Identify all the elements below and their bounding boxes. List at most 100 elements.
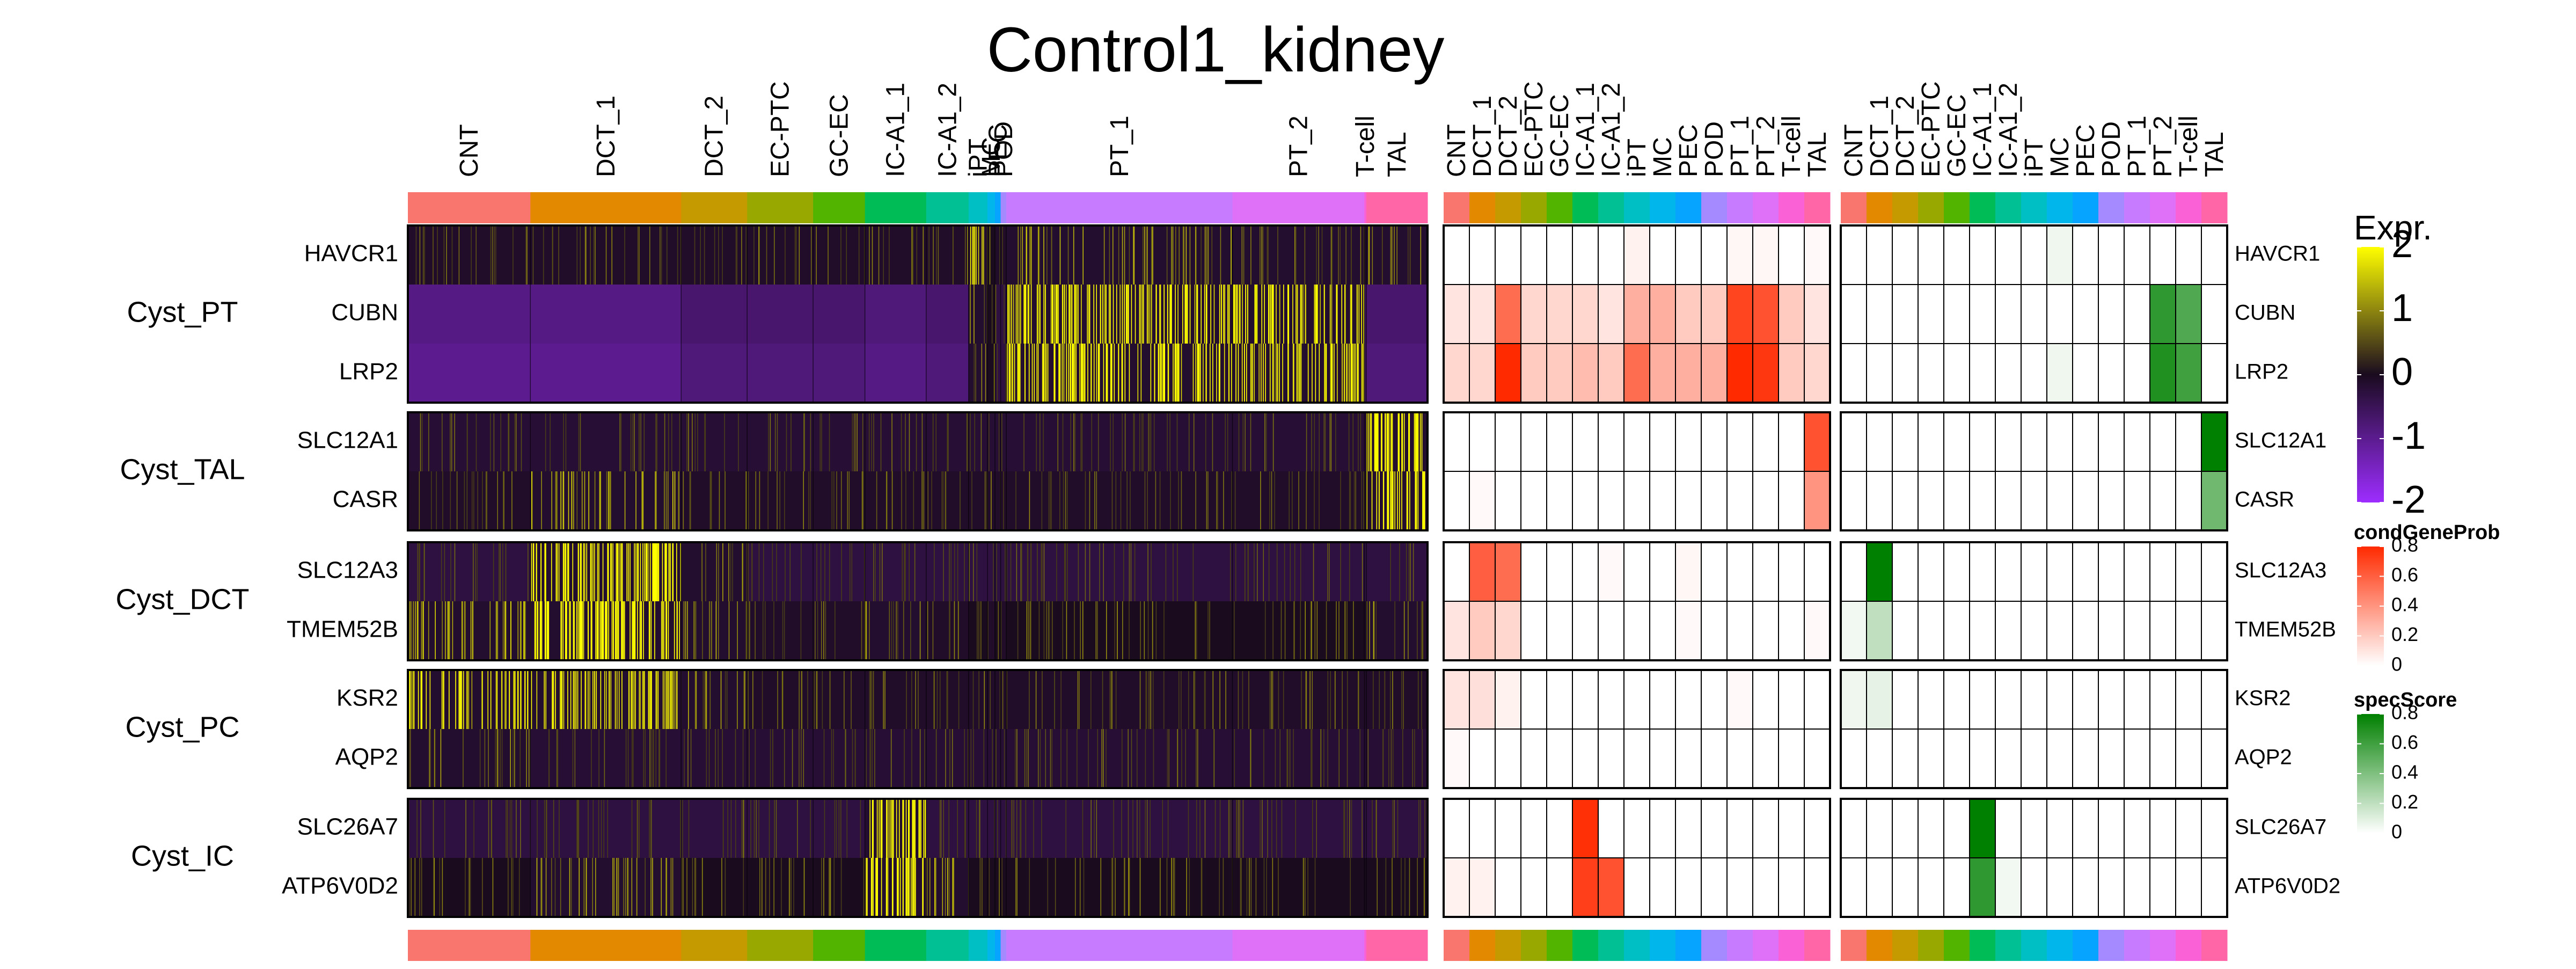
gene-label-right: KSR2 xyxy=(2235,687,2291,710)
expr-stripe xyxy=(765,858,766,917)
expr-stripe xyxy=(1188,799,1189,858)
expr-stripe xyxy=(609,471,611,530)
gene-label-left: TMEM52B xyxy=(287,616,398,643)
expr-stripe xyxy=(535,601,537,660)
expr-stripe xyxy=(625,858,626,917)
expr-stripe xyxy=(1177,344,1178,403)
expr-stripe xyxy=(1272,285,1274,344)
expr-stripe xyxy=(1279,729,1281,788)
expr-stripe xyxy=(550,412,551,471)
expr-stripe xyxy=(1159,285,1160,344)
expr-stripe xyxy=(543,225,544,285)
expr-stripe xyxy=(463,729,464,788)
expr-stripe xyxy=(1330,670,1331,729)
expr-stripe xyxy=(1307,858,1308,917)
expr-stripe xyxy=(450,542,451,601)
expr-stripe xyxy=(1292,285,1293,344)
expr-stripe xyxy=(1370,412,1371,471)
expr-stripe xyxy=(528,729,530,788)
expr-stripe xyxy=(904,542,905,601)
expr-stripe xyxy=(616,858,617,917)
expr-stripe xyxy=(1043,542,1045,601)
expr-stripe xyxy=(680,542,682,601)
expr-stripe xyxy=(709,471,711,530)
expr-stripe xyxy=(1312,670,1313,729)
expr-stripe xyxy=(1250,858,1252,917)
expr-stripe xyxy=(1113,799,1114,858)
legend-title: specScore xyxy=(2354,689,2457,711)
celltype-annotation-top xyxy=(1892,192,1919,223)
expr-stripe xyxy=(1024,729,1026,788)
expr-stripe xyxy=(563,542,565,601)
expr-stripe xyxy=(972,542,974,601)
score-tile xyxy=(1520,284,1547,344)
score-tile xyxy=(2021,542,2047,602)
score-tile xyxy=(1995,471,2022,531)
expr-stripe xyxy=(1028,670,1030,729)
expr-stripe xyxy=(1230,799,1232,858)
expr-cell xyxy=(865,471,927,530)
expr-stripe xyxy=(637,799,638,858)
expr-stripe xyxy=(700,225,701,285)
expr-stripe xyxy=(672,471,674,530)
score-tile xyxy=(1866,798,1893,858)
expr-stripe xyxy=(628,670,630,729)
expr-stripe xyxy=(591,729,592,788)
expr-stripe xyxy=(639,412,640,471)
expr-stripe xyxy=(694,858,696,917)
expr-stripe xyxy=(1045,344,1046,403)
celltype-annotation-top xyxy=(1701,192,1728,223)
expr-stripe xyxy=(606,601,608,660)
expr-stripe xyxy=(1287,285,1289,344)
expr-stripe xyxy=(516,799,517,858)
expr-stripe xyxy=(1242,670,1243,729)
expr-stripe xyxy=(1346,729,1348,788)
score-tile xyxy=(1701,412,1728,472)
expr-stripe xyxy=(1113,285,1114,344)
expr-stripe xyxy=(1114,344,1115,403)
expr-stripe xyxy=(1369,601,1370,660)
celltype-label: TAL xyxy=(1383,132,1411,177)
expr-stripe xyxy=(1077,729,1078,788)
score-tile xyxy=(1469,343,1496,403)
expr-stripe xyxy=(514,670,515,729)
expr-stripe xyxy=(1178,670,1180,729)
score-tile xyxy=(2149,857,2176,917)
expr-stripe xyxy=(1123,542,1124,601)
expr-stripe xyxy=(1073,412,1074,471)
expr-stripe xyxy=(1283,285,1284,344)
expr-stripe xyxy=(923,858,924,917)
celltype-annotation-top xyxy=(1521,192,1547,223)
expr-stripe xyxy=(1300,601,1301,660)
score-tile xyxy=(2072,798,2099,858)
expr-cell xyxy=(530,858,682,917)
expr-stripe xyxy=(1097,344,1099,403)
expr-stripe xyxy=(513,670,514,729)
expr-stripe xyxy=(1225,412,1226,471)
expr-stripe xyxy=(781,670,783,729)
expr-stripe xyxy=(998,412,1000,471)
gene-label-right: ATP6V0D2 xyxy=(2235,875,2340,898)
expr-stripe xyxy=(594,542,595,601)
expr-stripe xyxy=(688,799,690,858)
expr-stripe xyxy=(1416,412,1417,471)
score-tile xyxy=(2098,542,2125,602)
expr-stripe xyxy=(1079,344,1080,403)
expr-stripe xyxy=(1357,412,1359,471)
expr-cell xyxy=(987,858,996,917)
expr-stripe xyxy=(1046,601,1047,660)
expr-stripe xyxy=(974,412,975,471)
expr-stripe xyxy=(1010,542,1012,601)
expr-stripe xyxy=(665,471,667,530)
expr-stripe xyxy=(1254,344,1255,403)
score-tile xyxy=(2149,798,2176,858)
expr-stripe xyxy=(1064,542,1065,601)
expr-stripe xyxy=(1129,601,1130,660)
expr-stripe xyxy=(582,601,583,660)
expr-stripe xyxy=(667,670,668,729)
expr-stripe xyxy=(999,858,1000,917)
expr-stripe xyxy=(711,471,712,530)
expr-stripe xyxy=(1368,225,1370,285)
expr-stripe xyxy=(424,225,425,285)
expr-stripe xyxy=(1302,858,1304,917)
